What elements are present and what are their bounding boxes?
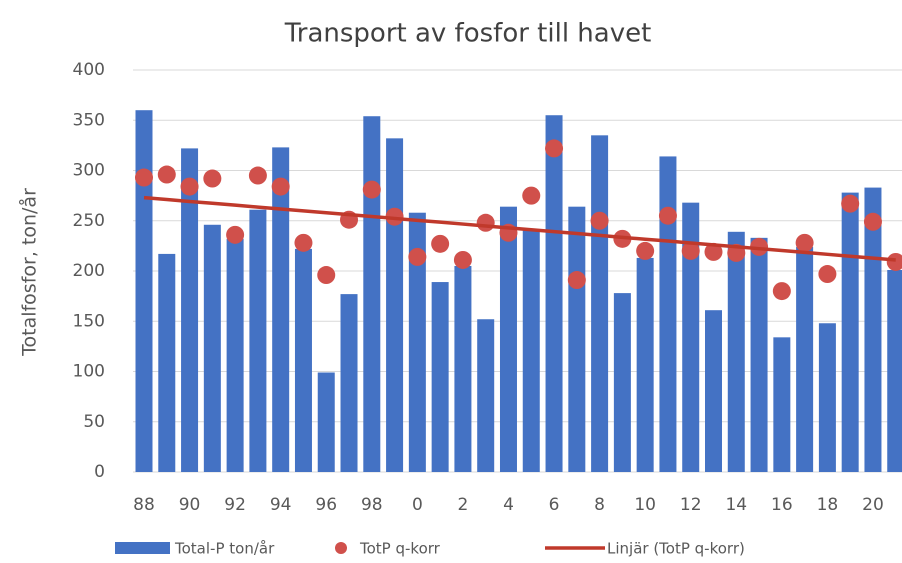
x-tick-label: 8 bbox=[594, 495, 605, 515]
bar bbox=[613, 293, 631, 472]
y-tick-label: 400 bbox=[73, 60, 105, 80]
bar bbox=[408, 212, 426, 472]
bar bbox=[522, 229, 540, 472]
y-tick-label: 350 bbox=[73, 110, 105, 130]
bar bbox=[272, 147, 290, 472]
x-tick-label: 20 bbox=[862, 495, 884, 515]
x-tick-label: 2 bbox=[458, 495, 469, 515]
bar bbox=[135, 110, 153, 472]
bar bbox=[249, 209, 267, 472]
dot bbox=[545, 139, 564, 158]
dot bbox=[203, 169, 222, 188]
y-tick-label: 50 bbox=[83, 412, 105, 432]
bar bbox=[317, 372, 335, 472]
bar bbox=[887, 269, 902, 472]
bar bbox=[773, 337, 791, 472]
dot bbox=[317, 266, 336, 285]
bar bbox=[363, 116, 381, 472]
bar bbox=[181, 148, 199, 472]
x-tick-label: 92 bbox=[224, 495, 246, 515]
bar bbox=[340, 294, 358, 472]
y-tick-label: 250 bbox=[73, 211, 105, 231]
legend-label: TotP q-korr bbox=[359, 540, 441, 558]
x-tick-label: 6 bbox=[549, 495, 560, 515]
bar bbox=[591, 135, 609, 472]
y-axis-label: Totalfosfor, ton/år bbox=[18, 188, 41, 357]
bar bbox=[499, 206, 517, 472]
dot bbox=[294, 233, 313, 252]
bar bbox=[568, 206, 586, 472]
legend-label: Linjär (TotP q-korr) bbox=[607, 540, 745, 558]
dot bbox=[841, 194, 860, 213]
x-tick-label: 4 bbox=[503, 495, 514, 515]
dot bbox=[408, 247, 427, 266]
dot bbox=[681, 241, 700, 260]
dot bbox=[522, 186, 541, 205]
x-tick-label: 98 bbox=[361, 495, 383, 515]
bar bbox=[636, 257, 654, 472]
bar bbox=[682, 202, 700, 472]
bar bbox=[750, 237, 768, 472]
y-tick-label: 300 bbox=[73, 161, 105, 181]
bar bbox=[226, 238, 244, 472]
bar bbox=[705, 310, 722, 472]
bar bbox=[841, 192, 859, 473]
bar bbox=[294, 248, 312, 472]
bar bbox=[659, 156, 677, 472]
bar bbox=[386, 138, 404, 472]
y-tick-label: 150 bbox=[73, 311, 105, 331]
bar bbox=[203, 224, 221, 472]
dot bbox=[795, 233, 814, 252]
chart-title: Transport av fosfor till havet bbox=[284, 19, 652, 49]
dot bbox=[453, 250, 472, 269]
dot bbox=[248, 166, 267, 185]
bar bbox=[818, 323, 836, 472]
x-tick-label: 18 bbox=[817, 495, 839, 515]
x-tick-label: 94 bbox=[270, 495, 292, 515]
dot bbox=[658, 206, 677, 225]
bar bbox=[545, 115, 563, 472]
x-tick-label: 12 bbox=[680, 495, 702, 515]
bar bbox=[477, 319, 495, 472]
trend-line bbox=[143, 195, 896, 262]
dot bbox=[818, 265, 837, 284]
x-tick-label: 16 bbox=[771, 495, 793, 515]
bar bbox=[796, 246, 814, 472]
dot bbox=[135, 168, 153, 187]
dot bbox=[886, 252, 902, 271]
y-tick-label: 200 bbox=[73, 261, 105, 281]
dot bbox=[362, 180, 381, 199]
dot bbox=[271, 177, 290, 196]
dot bbox=[636, 241, 655, 260]
bar bbox=[431, 282, 449, 472]
bar bbox=[727, 231, 745, 472]
bar bbox=[454, 265, 472, 472]
bar bbox=[158, 253, 176, 472]
x-tick-label: 10 bbox=[634, 495, 656, 515]
dot bbox=[476, 213, 495, 232]
dot bbox=[704, 242, 723, 261]
x-tick-label: 88 bbox=[133, 495, 155, 515]
legend-swatch bbox=[335, 542, 347, 554]
dot bbox=[180, 177, 199, 196]
dot bbox=[226, 225, 245, 244]
legend-label: Total-P ton/år bbox=[174, 540, 275, 558]
x-tick-label: 0 bbox=[412, 495, 423, 515]
legend-swatch bbox=[115, 542, 170, 554]
dot bbox=[772, 282, 791, 301]
dot bbox=[863, 212, 882, 231]
x-tick-label: 14 bbox=[725, 495, 747, 515]
y-tick-label: 100 bbox=[73, 362, 105, 382]
y-tick-label: 0 bbox=[94, 462, 105, 482]
dot bbox=[431, 234, 450, 253]
x-tick-label: 96 bbox=[315, 495, 337, 515]
dot bbox=[567, 271, 586, 290]
dot bbox=[157, 165, 176, 184]
dot bbox=[590, 211, 609, 230]
dot bbox=[750, 237, 769, 256]
x-tick-label: 90 bbox=[179, 495, 201, 515]
